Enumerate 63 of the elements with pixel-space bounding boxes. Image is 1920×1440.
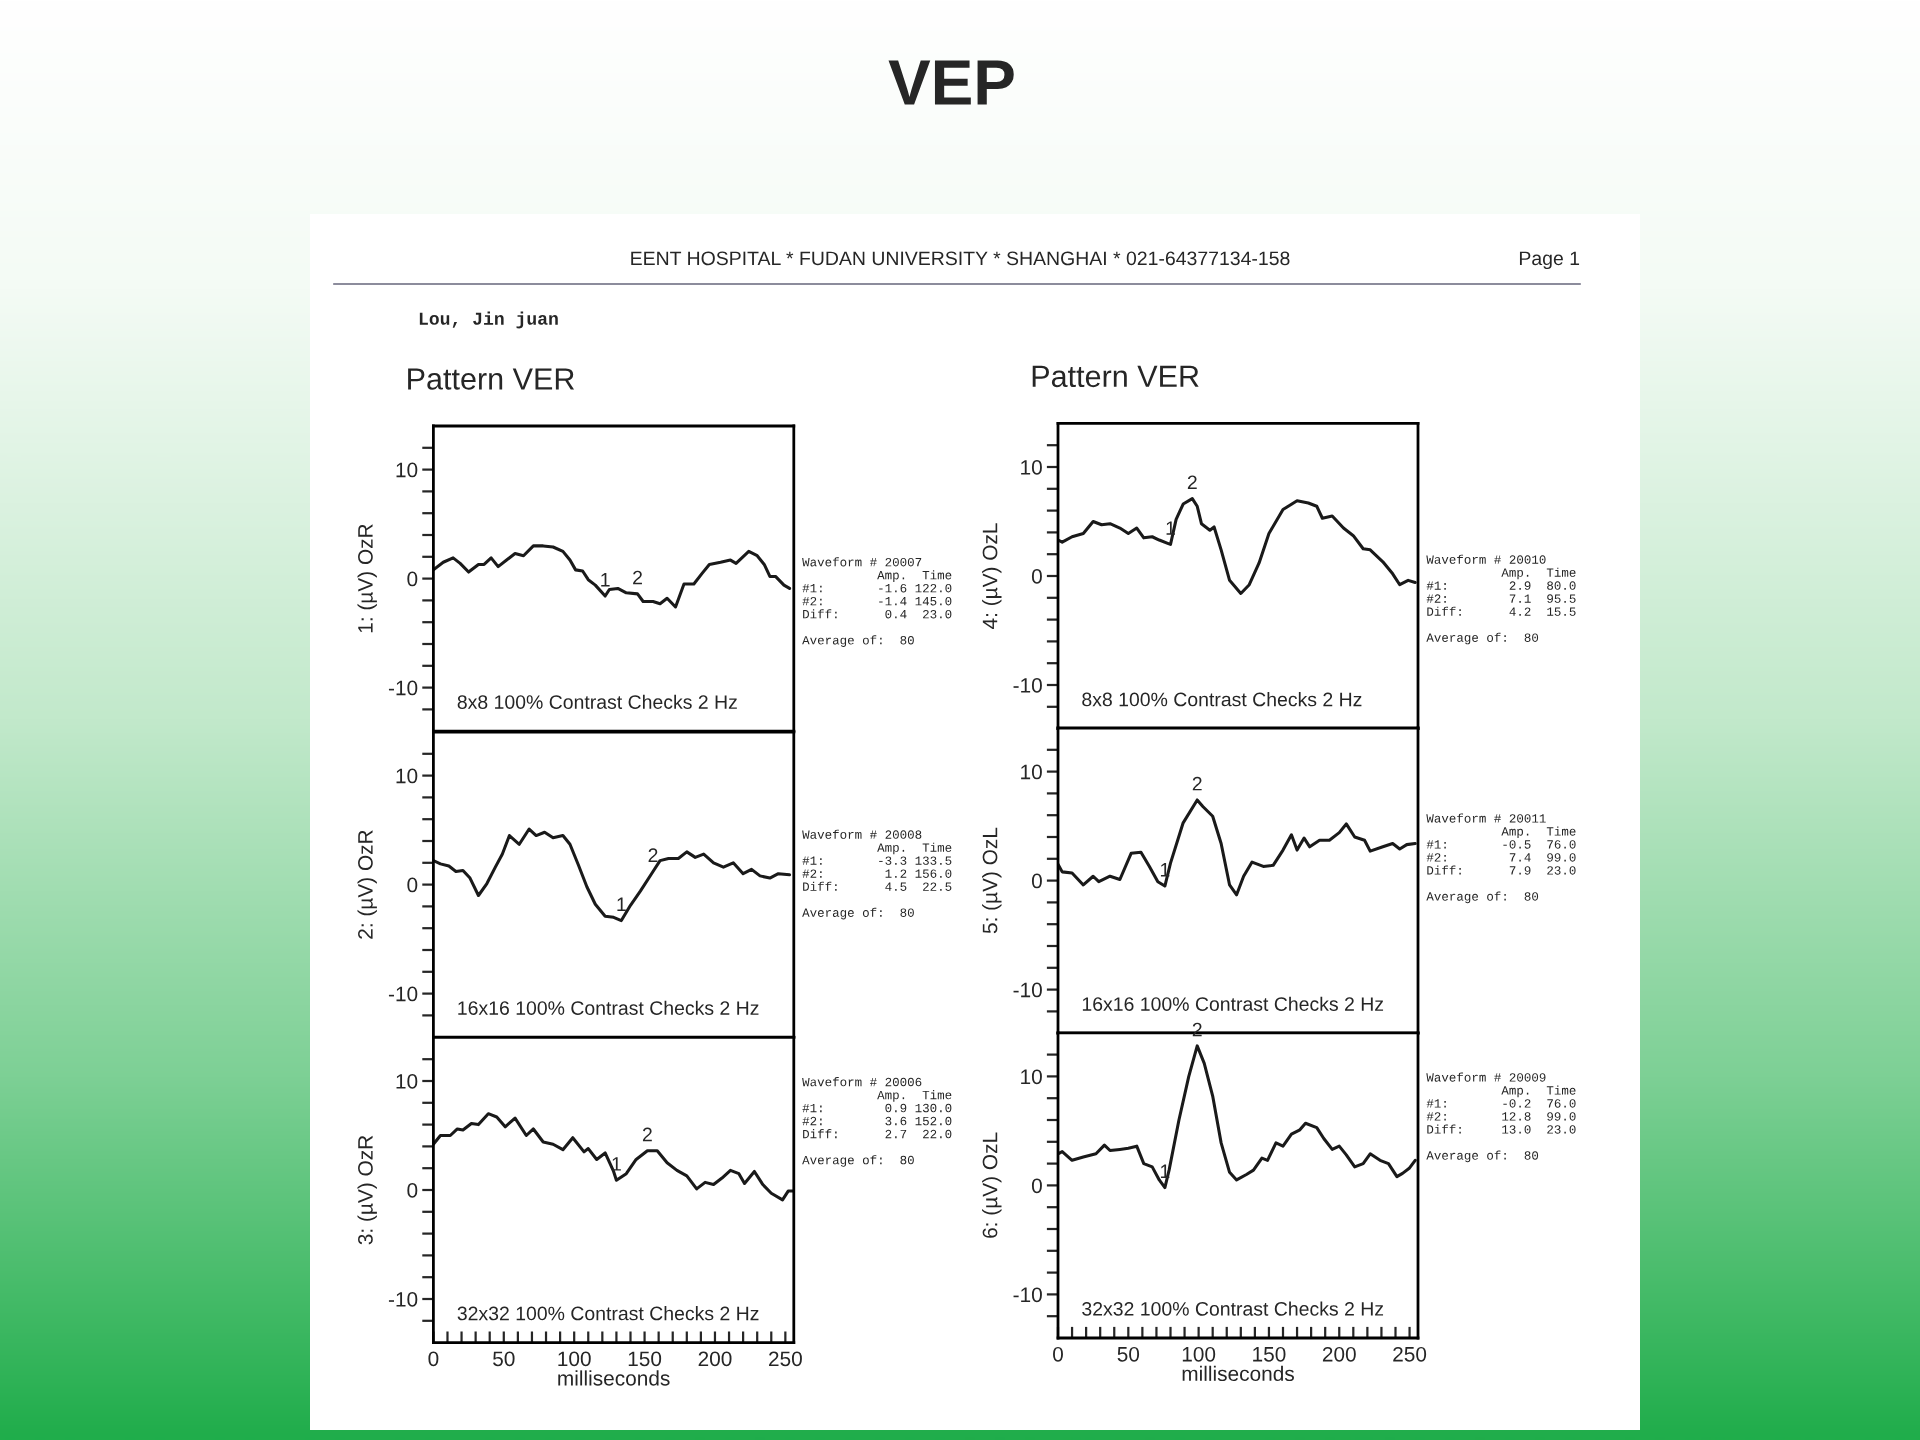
y-axis-title: 3: (µV) OzR xyxy=(357,1135,377,1245)
x-tick-label: 250 xyxy=(769,1351,802,1367)
x-tick-label: 200 xyxy=(1322,1346,1356,1362)
chart-title: Pattern VER xyxy=(408,368,575,390)
x-tick-label: 50 xyxy=(1117,1346,1140,1362)
y-axis-title: 5: (µV) OzL xyxy=(982,827,1002,934)
line-series xyxy=(1058,497,1417,595)
y-axis-title: 4: (µV) OzL xyxy=(982,523,1002,629)
x-tick-label: 0 xyxy=(1053,1346,1063,1362)
line-series xyxy=(433,544,792,609)
x-tick-label: 150 xyxy=(628,1351,662,1367)
y-axis-title: 6: (µV) OzL xyxy=(982,1132,1002,1238)
chart-title: Pattern VER xyxy=(1032,365,1199,388)
annotation: 2 xyxy=(633,570,642,585)
y-tick-label: 0 xyxy=(407,571,418,587)
y-tick-label: -10 xyxy=(388,1292,418,1307)
y-tick-label: 10 xyxy=(1021,764,1042,780)
annotation: 2 xyxy=(648,848,658,862)
y-tick-label: 0 xyxy=(407,877,418,893)
x-axis-title: milliseconds xyxy=(558,1370,670,1386)
line-series xyxy=(433,1112,794,1202)
x-tick-label: 100 xyxy=(1182,1346,1216,1362)
line-series xyxy=(1058,798,1417,897)
y-tick-label: 10 xyxy=(396,1074,418,1089)
x-tick-label: 100 xyxy=(558,1351,591,1367)
y-tick-label: -10 xyxy=(388,986,418,1002)
y-tick-label: 0 xyxy=(1031,1178,1042,1194)
annotation: 32x32 100% Contrast Checks 2 Hz xyxy=(457,1306,759,1321)
y-tick-label: 10 xyxy=(396,768,418,784)
y-tick-label: 0 xyxy=(1031,873,1042,889)
y-tick-label: 10 xyxy=(1021,460,1042,475)
y-axis-title: 1: (µV) OzR xyxy=(357,524,377,633)
x-tick-label: 250 xyxy=(1393,1346,1427,1362)
y-tick-label: 10 xyxy=(396,462,418,478)
annotation: 32x32 100% Contrast Checks 2 Hz xyxy=(1082,1301,1384,1316)
y-tick-label: -10 xyxy=(1013,982,1042,998)
x-tick-label: 0 xyxy=(428,1351,439,1367)
text: VEP xyxy=(888,60,1014,105)
y-tick-label: 0 xyxy=(1031,569,1042,584)
annotation: 8x8 100% Contrast Checks 2 Hz xyxy=(457,694,737,709)
annotation: 2 xyxy=(1187,475,1197,490)
y-axis-title: 2: (µV) OzR xyxy=(357,830,377,939)
annotation: 1 xyxy=(601,573,610,587)
y-tick-label: -10 xyxy=(1013,1287,1042,1303)
annotation: 1 xyxy=(612,1157,621,1171)
text: EENT HOSPITAL * FUDAN UNIVERSITY * SHANGHAI * 021-64377134-158 xyxy=(631,251,1290,266)
text: Page 1 xyxy=(1519,251,1580,270)
annotation: 16x16 100% Contrast Checks 2 Hz xyxy=(1082,996,1384,1011)
annotation: 2 xyxy=(642,1127,652,1142)
y-tick-label: 10 xyxy=(1021,1069,1042,1085)
x-axis-title: milliseconds xyxy=(1182,1365,1294,1382)
y-tick-label: -10 xyxy=(1013,678,1042,693)
y-tick-label: -10 xyxy=(388,680,418,696)
annotation: 1 xyxy=(617,897,626,911)
x-tick-label: 200 xyxy=(698,1351,732,1367)
x-tick-label: 50 xyxy=(493,1351,515,1367)
text: Lou, Jin juan xyxy=(419,311,558,329)
annotation: 8x8 100% Contrast Checks 2 Hz xyxy=(1082,692,1362,707)
annotation: 16x16 100% Contrast Checks 2 Hz xyxy=(458,1000,759,1015)
annotation: 2 xyxy=(1192,776,1202,791)
line-series xyxy=(1058,1044,1417,1190)
x-tick-label: 150 xyxy=(1253,1346,1286,1362)
y-tick-label: 0 xyxy=(407,1183,418,1198)
